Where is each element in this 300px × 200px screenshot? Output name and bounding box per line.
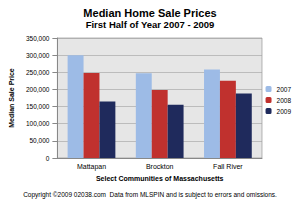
svg-text:2009: 2009 — [277, 108, 292, 115]
svg-text:300,000: 300,000 — [26, 52, 50, 59]
svg-text:Median Sale Price: Median Sale Price — [8, 68, 15, 128]
svg-text:0: 0 — [46, 155, 50, 162]
svg-text:350,000: 350,000 — [26, 35, 50, 42]
svg-text:Select Communities of Massachu: Select Communities of Massachusetts — [96, 175, 224, 182]
svg-text:150,000: 150,000 — [26, 103, 50, 110]
svg-text:Fall River: Fall River — [213, 163, 243, 170]
svg-text:250,000: 250,000 — [26, 69, 50, 76]
svg-text:Copyright ©2009 02038.com Dat: Copyright ©2009 02038.com Data from MLSP… — [23, 191, 277, 199]
svg-text:2007: 2007 — [277, 86, 292, 93]
svg-text:2008: 2008 — [277, 97, 292, 104]
svg-text:100,000: 100,000 — [26, 120, 50, 127]
svg-text:Mattapan: Mattapan — [77, 163, 106, 171]
svg-text:First Half of Year 2007 - 2009: First Half of Year 2007 - 2009 — [86, 19, 215, 30]
svg-text:50,000: 50,000 — [30, 137, 50, 144]
svg-text:200,000: 200,000 — [26, 86, 50, 93]
svg-text:Median Home Sale Prices: Median Home Sale Prices — [83, 7, 216, 19]
svg-text:Brockton: Brockton — [146, 163, 174, 170]
